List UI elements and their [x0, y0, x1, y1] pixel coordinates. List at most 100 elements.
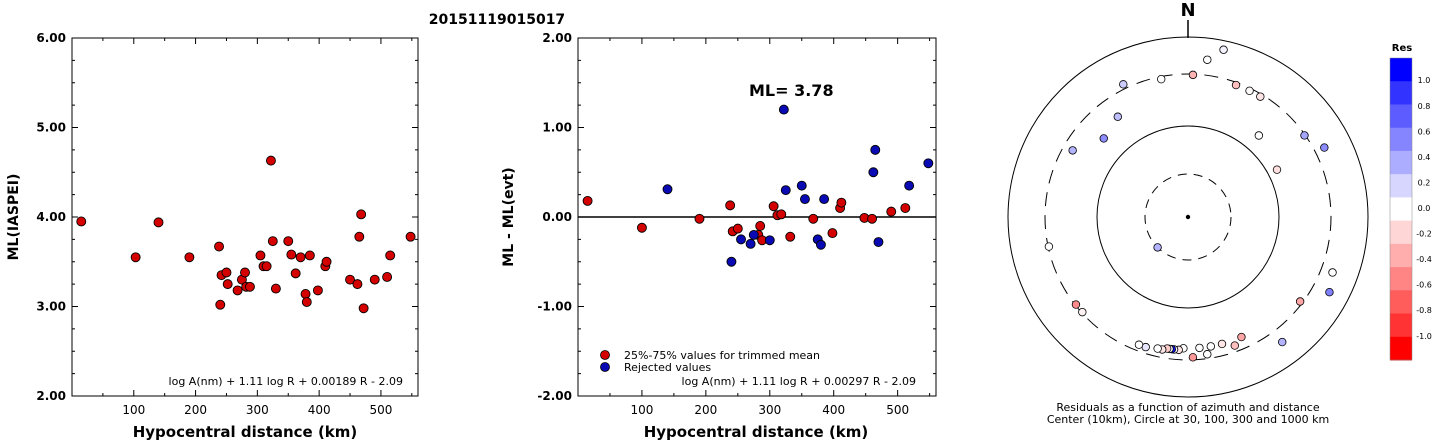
- station-marker: [1157, 74, 1166, 84]
- x-tick-label: 400: [308, 403, 331, 417]
- data-point: [799, 194, 810, 205]
- x-tick-label: 100: [122, 403, 145, 417]
- data-point: [283, 236, 294, 247]
- data-point: [301, 297, 312, 307]
- station-marker: [1195, 343, 1204, 353]
- station-marker: [1134, 340, 1144, 349]
- colorbar-segment: [1390, 267, 1412, 291]
- x-axis-label: Hypocentral distance (km): [133, 423, 358, 441]
- y-tick-label: 5.00: [36, 121, 66, 135]
- data-point: [745, 238, 756, 249]
- data-point: [215, 299, 226, 310]
- data-point: [286, 249, 297, 260]
- legend-label-trimmed: 25%-75% values for trimmed mean: [624, 349, 820, 362]
- data-point: [694, 213, 705, 224]
- center-marker: [1185, 214, 1191, 220]
- panel-ml-residual: ML - ML(evt) Hypocentral distance (km) M…: [501, 31, 937, 441]
- data-point: [244, 281, 255, 292]
- data-point: [755, 220, 766, 231]
- data-point: [780, 185, 791, 196]
- formula-text: log A(nm) + 1.11 log R + 0.00189 R - 2.0…: [169, 375, 403, 388]
- data-point: [900, 203, 911, 214]
- colorbar-segment: [1390, 58, 1412, 82]
- y-tick-label: 3.00: [36, 300, 66, 314]
- station-marker: [1272, 165, 1282, 174]
- x-tick-label: 400: [822, 403, 845, 417]
- legend-marker-trimmed: [600, 350, 610, 360]
- data-point: [923, 158, 934, 169]
- colorbar-segment: [1390, 336, 1412, 361]
- station-marker: [1113, 112, 1122, 121]
- data-point: [768, 201, 779, 212]
- caption-line1: Residuals as a function of azimuth and d…: [1056, 401, 1319, 414]
- station-marker: [1099, 134, 1108, 143]
- colorbar-tick-label: 0.0: [1418, 204, 1431, 213]
- figure-title: 20151119015017: [429, 12, 565, 28]
- station-marker: [1295, 297, 1305, 306]
- data-point: [304, 250, 315, 261]
- data-point: [736, 234, 746, 245]
- station-marker: [1237, 332, 1246, 342]
- station-marker: [1153, 243, 1162, 252]
- data-point: [808, 213, 819, 224]
- legend-marker-rejected: [600, 362, 610, 372]
- data-point: [76, 216, 87, 227]
- data-point: [214, 241, 225, 252]
- station-marker: [1071, 300, 1081, 309]
- data-point: [636, 222, 647, 233]
- colorbar-segment: [1390, 150, 1412, 175]
- data-point: [153, 217, 164, 228]
- colorbar-tick-label: -0.6: [1416, 281, 1432, 290]
- data-point: [382, 272, 393, 282]
- colorbar-segment: [1390, 197, 1412, 222]
- y-tick-label: 1.00: [542, 121, 572, 135]
- colorbar-segment: [1390, 81, 1412, 105]
- data-point: [261, 261, 272, 272]
- panel-azimuth-distance: N Residuals as a function of azimuth and…: [1007, 0, 1432, 426]
- station-marker: [1068, 146, 1077, 155]
- data-point: [354, 231, 365, 242]
- legend-label-rejected: Rejected values: [624, 361, 711, 374]
- x-tick-label: 100: [630, 403, 653, 417]
- colorbar-segment: [1390, 243, 1412, 268]
- y-tick-label: 2.00: [542, 31, 572, 45]
- y-tick-label: -1.00: [537, 300, 572, 314]
- data-point: [764, 235, 775, 246]
- data-point: [405, 231, 416, 242]
- caption-line2: Center (10km), Circle at 30, 100, 300 an…: [1047, 413, 1329, 426]
- station-marker: [1256, 92, 1265, 101]
- station-marker: [1231, 80, 1241, 90]
- data-point: [369, 274, 380, 285]
- data-point: [358, 303, 369, 314]
- y-tick-label: 6.00: [36, 31, 66, 45]
- data-point: [867, 213, 878, 224]
- station-marker: [1203, 55, 1212, 64]
- panel-ml-iaspei: ML(IASPEI) Hypocentral distance (km) log…: [6, 31, 419, 441]
- formula-text: log A(nm) + 1.11 log R + 0.00297 R - 2.0…: [682, 375, 916, 388]
- data-point: [748, 229, 759, 240]
- data-point: [815, 239, 826, 250]
- data-point: [836, 197, 847, 208]
- x-tick-label: 300: [758, 403, 781, 417]
- colorbar-tick-label: -0.4: [1416, 255, 1432, 264]
- ring-30km: [1144, 173, 1232, 261]
- data-point: [868, 167, 879, 178]
- data-point: [266, 155, 276, 166]
- station-marker: [1203, 350, 1212, 359]
- colorbar-tick-label: 0.6: [1418, 127, 1431, 136]
- station-marker: [1245, 86, 1254, 96]
- station-marker: [1188, 70, 1198, 80]
- data-point: [776, 209, 787, 220]
- station-marker: [1078, 307, 1087, 317]
- colorbar-tick-label: 0.2: [1418, 178, 1431, 187]
- colorbar-tick-label: -0.8: [1416, 306, 1432, 315]
- data-point: [295, 252, 306, 263]
- x-tick-label: 500: [886, 403, 909, 417]
- x-axis-label: Hypocentral distance (km): [644, 423, 869, 441]
- north-label: N: [1180, 0, 1195, 21]
- data-point: [827, 228, 838, 239]
- data-point: [873, 237, 884, 248]
- data-point: [356, 209, 367, 220]
- colorbar-tick-label: 0.8: [1418, 102, 1431, 111]
- data-point: [232, 285, 243, 296]
